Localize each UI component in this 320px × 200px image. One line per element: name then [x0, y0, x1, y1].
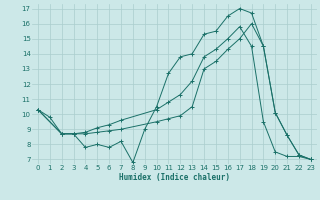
- X-axis label: Humidex (Indice chaleur): Humidex (Indice chaleur): [119, 173, 230, 182]
